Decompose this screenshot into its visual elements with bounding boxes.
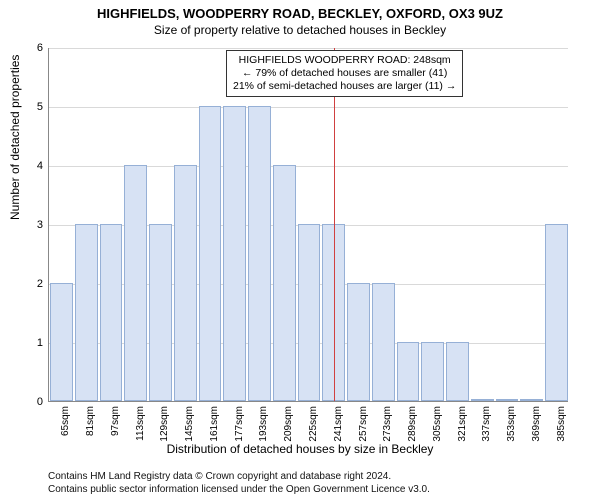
info-line-1: HIGHFIELDS WOODPERRY ROAD: 248sqm [233,54,456,67]
page-subtitle: Size of property relative to detached ho… [0,21,600,37]
chart-container: HIGHFIELDS, WOODPERRY ROAD, BECKLEY, OXF… [0,0,600,500]
y-tick-label: 2 [37,278,49,290]
histogram-bar [75,224,98,401]
footnote: Contains HM Land Registry data © Crown c… [48,471,430,496]
histogram-bar [397,342,420,401]
histogram-bar [100,224,123,401]
histogram-bar [545,224,568,401]
x-tick-label: 273sqm [382,406,393,442]
x-tick-label: 113sqm [135,406,146,441]
chart-plot-area: 0123456 65sqm81sqm97sqm113sqm129sqm145sq… [48,48,568,402]
y-tick-label: 4 [37,160,49,172]
gridline [49,48,568,49]
histogram-bar [248,106,271,401]
gridline [49,107,568,108]
histogram-bar [471,399,494,401]
x-tick-label: 81sqm [85,406,96,436]
histogram-bar [124,165,147,401]
footnote-line-2: Contains public sector information licen… [48,484,430,497]
x-tick-label: 241sqm [333,406,344,442]
histogram-bar [446,342,469,401]
x-tick-label: 385sqm [556,406,567,442]
x-axis-label: Distribution of detached houses by size … [0,442,600,456]
histogram-bar [174,165,197,401]
x-tick-label: 145sqm [184,406,195,442]
histogram-bar [50,283,73,401]
marker-line [334,48,335,401]
y-tick-label: 5 [37,101,49,113]
x-tick-label: 177sqm [234,406,245,442]
footnote-line-1: Contains HM Land Registry data © Crown c… [48,471,430,484]
x-tick-label: 129sqm [159,406,170,442]
x-tick-label: 225sqm [308,406,319,442]
y-axis-label: Number of detached properties [8,55,22,220]
x-tick-label: 305sqm [432,406,443,442]
info-line-2: ← 79% of detached houses are smaller (41… [233,67,456,80]
x-tick-label: 369sqm [531,406,542,442]
info-line-3: 21% of semi-detached houses are larger (… [233,80,456,93]
histogram-bar [421,342,444,401]
x-tick-label: 321sqm [457,406,468,442]
x-tick-label: 97sqm [110,406,121,436]
x-tick-label: 289sqm [407,406,418,442]
x-tick-label: 65sqm [60,406,71,436]
histogram-bar [273,165,296,401]
x-tick-label: 337sqm [481,406,492,442]
info-box: HIGHFIELDS WOODPERRY ROAD: 248sqm ← 79% … [226,50,463,97]
x-tick-label: 161sqm [209,406,220,442]
histogram-bar [223,106,246,401]
histogram-bar [298,224,321,401]
x-tick-label: 193sqm [258,406,269,442]
histogram-bar [520,399,543,401]
histogram-bar [347,283,370,401]
histogram-bar [372,283,395,401]
y-tick-label: 1 [37,337,49,349]
x-tick-label: 257sqm [358,406,369,442]
histogram-bar [496,399,519,401]
page-title: HIGHFIELDS, WOODPERRY ROAD, BECKLEY, OXF… [0,0,600,21]
histogram-bar [199,106,222,401]
x-tick-label: 209sqm [283,406,294,442]
y-tick-label: 3 [37,219,49,231]
y-tick-label: 6 [37,42,49,54]
x-tick-label: 353sqm [506,406,517,442]
histogram-bar [149,224,172,401]
